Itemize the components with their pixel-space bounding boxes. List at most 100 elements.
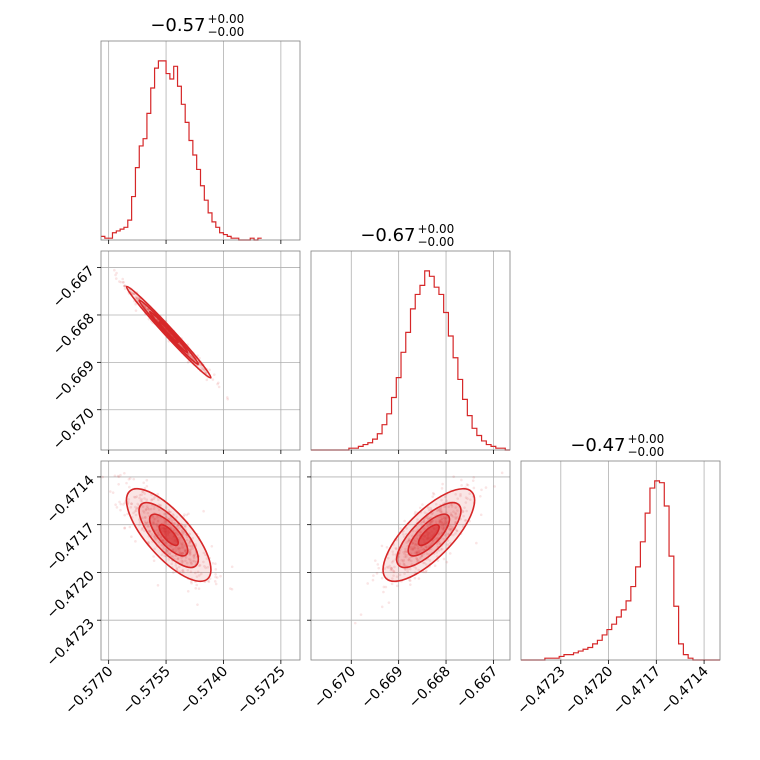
sample-point: [196, 603, 199, 606]
sample-point: [144, 516, 147, 519]
sample-point: [454, 521, 457, 524]
sample-point: [121, 277, 125, 281]
sample-point: [135, 509, 138, 513]
sample-point: [428, 516, 432, 520]
sample-point: [176, 547, 179, 551]
sample-point: [404, 547, 407, 551]
sample-point: [175, 545, 178, 549]
title-lower-error: −0.00: [628, 445, 665, 459]
sample-point: [425, 516, 429, 519]
sample-point: [425, 552, 429, 555]
sample-point: [200, 365, 203, 369]
sample-point: [169, 510, 172, 514]
sample-point: [115, 506, 119, 509]
sample-point: [479, 494, 482, 498]
sample-point: [152, 522, 155, 525]
sample-point: [204, 553, 207, 557]
sample-point: [439, 548, 443, 551]
sample-point: [454, 516, 457, 519]
sample-point: [181, 560, 185, 563]
sample-point: [144, 507, 148, 511]
sample-point: [445, 560, 449, 564]
sample-point: [123, 287, 127, 290]
sample-point: [408, 578, 411, 582]
sample-point: [189, 548, 193, 551]
sample-point: [443, 522, 446, 526]
sample-point: [136, 296, 139, 299]
sample-point: [140, 498, 144, 501]
x-tick-label: −0.5740: [177, 664, 231, 718]
sample-point: [152, 534, 156, 538]
sample-point: [179, 551, 182, 555]
sample-point: [449, 503, 452, 506]
sample-point: [437, 532, 441, 536]
sample-point: [440, 487, 444, 490]
sample-point: [429, 506, 433, 510]
sample-point: [427, 517, 430, 521]
sample-point: [172, 528, 176, 531]
sample-point: [191, 547, 194, 550]
sample-point: [190, 562, 193, 566]
title-upper-error: +0.00: [418, 222, 455, 236]
sample-point: [188, 532, 192, 536]
sample-point: [156, 516, 159, 519]
sample-point: [185, 561, 189, 565]
sample-point: [130, 535, 133, 538]
sample-point: [449, 512, 453, 515]
sample-point: [408, 557, 411, 560]
sample-point: [417, 568, 420, 572]
sample-point: [445, 499, 449, 503]
histogram-panel-0: −0.57 +0.00−0.00: [100, 12, 301, 244]
sample-point: [115, 271, 118, 275]
sample-point: [160, 538, 164, 542]
sample-point: [188, 540, 192, 544]
sample-point: [393, 565, 396, 569]
sample-point: [181, 546, 185, 550]
sample-point: [147, 508, 151, 511]
sample-point: [226, 397, 230, 401]
sample-point: [422, 570, 426, 574]
sample-point: [461, 510, 465, 514]
sample-point: [418, 550, 421, 553]
sample-point: [187, 551, 191, 555]
sample-point: [439, 508, 443, 512]
sample-point: [413, 512, 417, 516]
sample-point: [228, 587, 232, 590]
sample-point: [82, 238, 85, 241]
sample-point: [180, 542, 183, 546]
sample-point: [407, 539, 411, 543]
sample-point: [439, 519, 443, 522]
sample-point: [384, 585, 388, 589]
sample-point: [171, 512, 175, 516]
y-tick-label: −0.668: [50, 310, 98, 358]
sample-point: [387, 566, 390, 569]
sample-point: [192, 556, 196, 560]
sample-point: [183, 526, 187, 529]
sample-point: [427, 545, 430, 548]
axes-frame: [100, 250, 301, 451]
sample-point: [146, 520, 150, 523]
sample-point: [171, 548, 175, 551]
sample-point: [153, 495, 157, 499]
sample-point: [180, 552, 184, 555]
axes-frame: [100, 460, 301, 661]
sample-point: [452, 475, 455, 478]
sample-point: [462, 514, 465, 518]
sample-point: [127, 498, 131, 501]
sample-point: [385, 545, 389, 549]
sample-point: [150, 498, 153, 502]
sample-point: [413, 542, 417, 546]
sample-point: [432, 492, 436, 496]
sample-point: [189, 558, 192, 562]
sample-point: [451, 525, 454, 529]
sample-point: [415, 551, 419, 555]
sample-point: [413, 576, 417, 580]
sample-point: [431, 512, 434, 515]
sample-point: [434, 502, 438, 506]
sample-point: [183, 513, 186, 516]
sample-point: [145, 498, 149, 502]
sample-point: [460, 484, 463, 487]
sample-point: [407, 539, 410, 543]
sample-point: [184, 524, 187, 528]
x-tick-label: −0.4723: [514, 664, 568, 718]
